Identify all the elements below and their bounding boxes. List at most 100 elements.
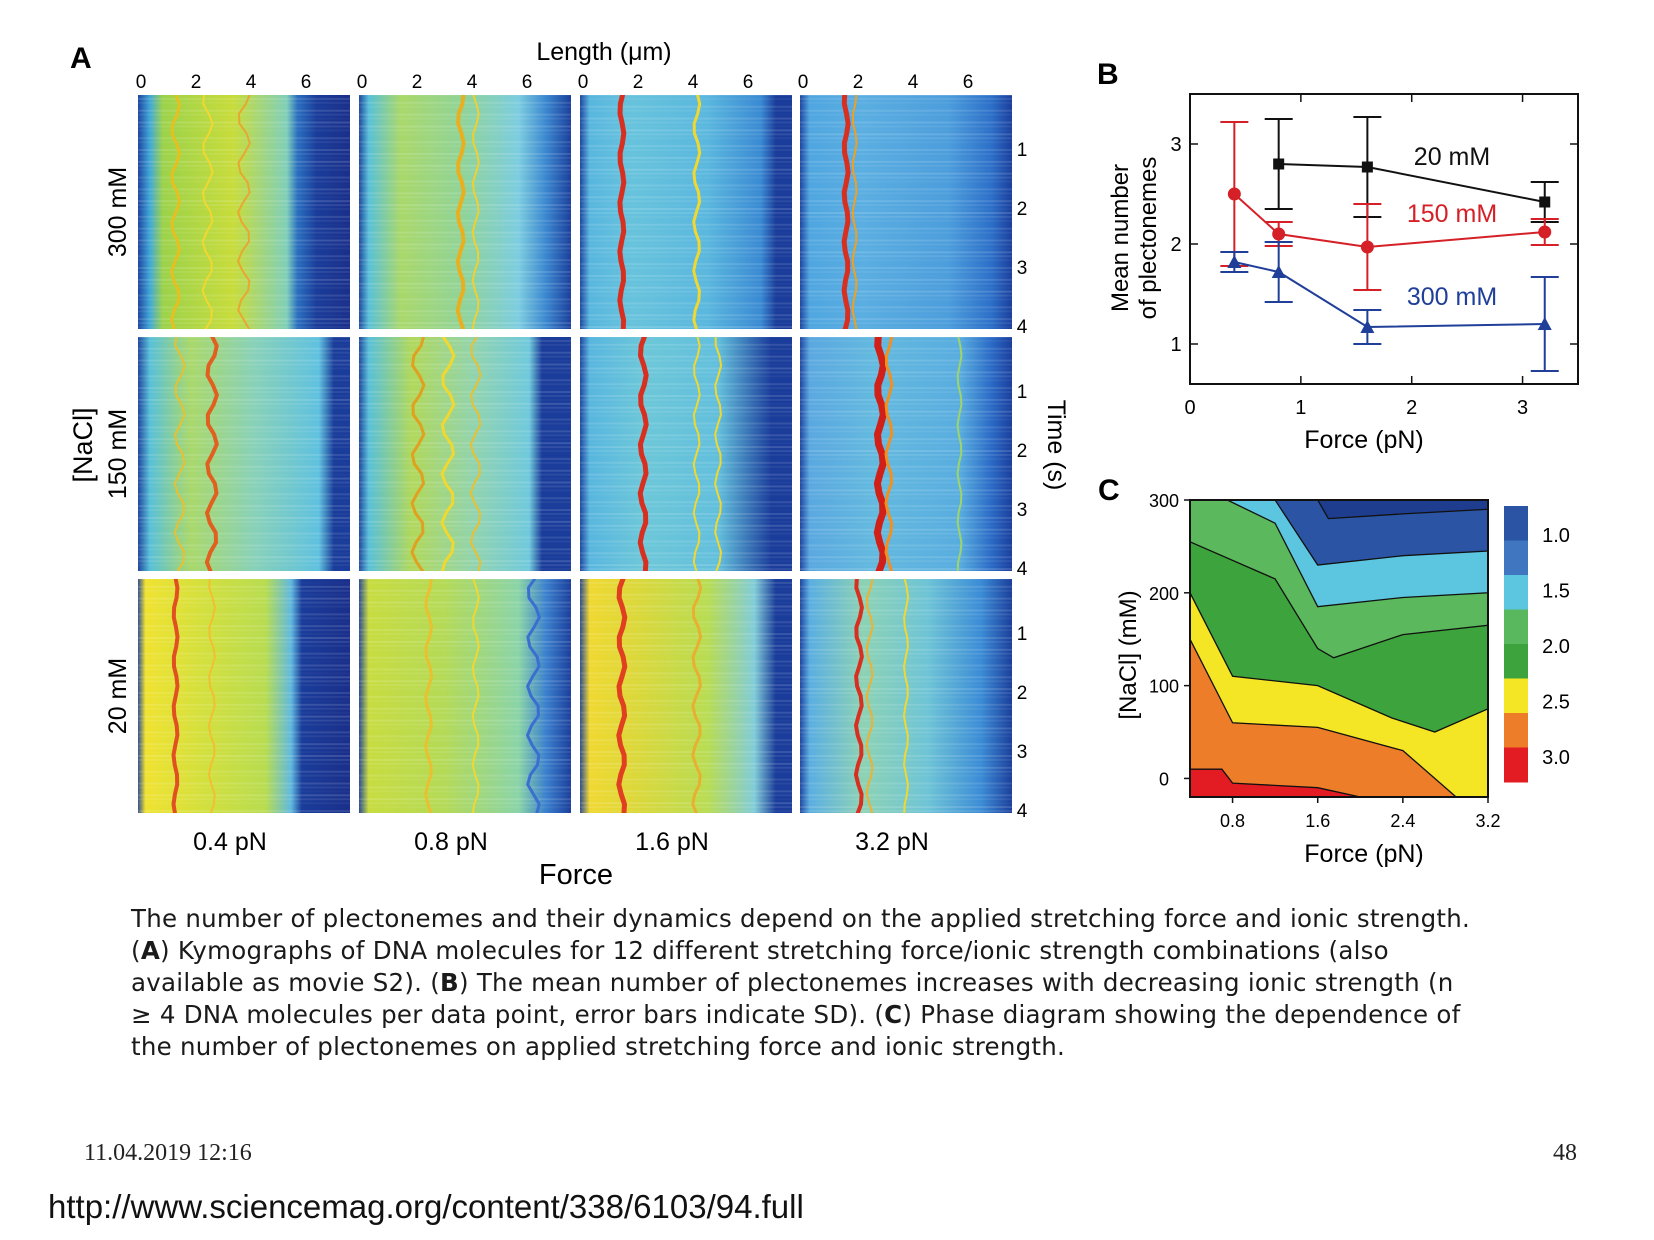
length-tick-4-0: 0 (798, 72, 809, 93)
time-tick-1-3: 3 (1017, 258, 1028, 279)
panel-b-plot: B 0 1 2 3 1 2 3 20 mM 150 mM 300 mM Force (pN) M… (1097, 58, 1579, 454)
caption-ref-b: B (440, 968, 459, 997)
plot-b-ylabel-line1: Mean number (1107, 164, 1134, 312)
time-tick-2-2: 2 (1017, 441, 1028, 462)
length-tick-1-6: 6 (301, 72, 312, 93)
kymograph-1-3 (578, 93, 794, 331)
b-xtick-label-3: 3 (1517, 397, 1528, 419)
time-tick-3-1: 1 (1017, 624, 1028, 645)
data-point (1539, 196, 1551, 208)
slide-date: 11.04.2019 12:16 (84, 1140, 252, 1166)
time-tick-2-4: 4 (1017, 559, 1028, 580)
length-tick-2-0: 0 (357, 72, 368, 93)
force-axis-label: Force (539, 859, 613, 891)
colorbar-segment-3 (1504, 575, 1528, 610)
colorbar-segment-8 (1504, 747, 1528, 783)
panel-a-label: A (70, 42, 92, 75)
force-column-label-3: 1.6 pN (635, 828, 709, 856)
series-300-mM: 300 mM (1220, 241, 1559, 372)
colorbar-label-1.5: 1.5 (1542, 581, 1570, 603)
colorbar-label-1.0: 1.0 (1542, 525, 1570, 547)
panel-c-label: C (1098, 474, 1120, 507)
caption-l2c: ) Kymographs of DNA molecules for 12 dif… (160, 936, 1389, 965)
time-tick-2-3: 3 (1017, 500, 1028, 521)
c-xtick-label-1.6: 1.6 (1305, 811, 1330, 831)
time-tick-3-4: 4 (1017, 801, 1028, 822)
series-line (1234, 261, 1545, 329)
source-url[interactable]: http://www.sciencemag.org/content/338/61… (48, 1188, 804, 1225)
colorbar-segment-2 (1504, 540, 1528, 576)
c-ytick-label-300: 300 (1149, 491, 1179, 511)
kymograph-2-1 (136, 335, 352, 573)
panel-a-kymographs: A Length (μm) 0 2 4 6 0 2 4 6 0 2 4 6 0 2 4 6 300 mM 150… (68, 38, 1070, 891)
b-xtick-label-0: 0 (1184, 397, 1195, 419)
series-line (1233, 193, 1545, 249)
series-20-mM: 20 mM (1264, 116, 1559, 223)
caption-l3c: ) The mean number of plectonemes increas… (458, 968, 1454, 997)
b-xtick-label-2: 2 (1406, 397, 1417, 419)
kymograph-1-2 (357, 93, 573, 331)
plot-b-ylabel-line2: of plectonemes (1135, 157, 1162, 320)
data-point (1227, 255, 1242, 268)
colorbar-segment-1 (1504, 506, 1528, 541)
time-tick-2-1: 1 (1017, 382, 1028, 403)
data-point (1537, 317, 1552, 330)
kymograph-2-3 (578, 335, 794, 573)
time-tick-1-1: 1 (1017, 140, 1028, 161)
length-tick-4-2: 2 (853, 72, 864, 93)
length-tick-3-2: 2 (633, 72, 644, 93)
b-xtick-label-1: 1 (1295, 397, 1306, 419)
length-axis-label: Length (μm) (536, 38, 671, 66)
caption-line-5: the number of plectonemes on applied str… (131, 1032, 1066, 1061)
panel-b-label: B (1097, 58, 1119, 91)
colorbar-label-3.0: 3.0 (1542, 747, 1570, 769)
length-tick-1-0: 0 (136, 72, 147, 93)
length-tick-1-2: 2 (191, 72, 202, 93)
figure-caption: The number of plectonemes and their dyna… (131, 903, 1591, 1063)
time-tick-3-3: 3 (1017, 742, 1028, 763)
data-point (1272, 227, 1286, 241)
data-point (1361, 161, 1373, 173)
b-ytick-label-1: 1 (1170, 334, 1181, 356)
slide-page-number: 48 (1553, 1140, 1577, 1166)
plot-b-frame (1189, 93, 1579, 385)
length-tick-2-2: 2 (412, 72, 423, 93)
data-point (1271, 265, 1286, 278)
kymograph-1-4 (798, 93, 1014, 331)
colorbar-segment-5 (1504, 644, 1528, 679)
c-xtick-label-2.4: 2.4 (1390, 811, 1415, 831)
row-label-2: 150 mM (104, 409, 132, 499)
caption-l4a: ≥ 4 DNA molecules per data point, error … (131, 1000, 885, 1029)
time-tick-3-2: 2 (1017, 683, 1028, 704)
force-column-label-1: 0.4 pN (193, 828, 267, 856)
plot-c-xlabel: Force (pN) (1304, 840, 1423, 868)
length-tick-3-6: 6 (743, 72, 754, 93)
c-ytick-label-100: 100 (1149, 677, 1179, 697)
kymograph-3-2 (357, 577, 573, 815)
c-ytick-label-0: 0 (1159, 769, 1169, 789)
c-xtick-label-0.8: 0.8 (1220, 811, 1245, 831)
length-tick-4-6: 6 (963, 72, 974, 93)
length-tick-4-4: 4 (908, 72, 919, 93)
time-axis-label: Time (s) (1042, 400, 1070, 491)
row-label-3: 20 mM (104, 658, 132, 734)
series-label-150-mM: 150 mM (1407, 200, 1497, 228)
kymograph-3-4 (798, 577, 1014, 815)
nacl-axis-label: [NaCl] (68, 407, 98, 482)
data-point (1538, 225, 1552, 239)
data-point (1360, 240, 1374, 254)
plot-c-frame (1189, 499, 1489, 798)
c-xtick-label-3.2: 3.2 (1475, 811, 1500, 831)
c-ytick-label-200: 200 (1149, 584, 1179, 604)
caption-ref-c: C (884, 1000, 903, 1029)
caption-l3a: available as movie S2). ( (131, 968, 441, 997)
length-tick-2-6: 6 (522, 72, 533, 93)
colorbar-segment-6 (1504, 678, 1528, 714)
time-tick-1-2: 2 (1017, 199, 1028, 220)
series-label-300-mM: 300 mM (1407, 283, 1497, 311)
colorbar: 1.0 1.5 2.0 2.5 3.0 (1504, 506, 1570, 783)
colorbar-label-2.5: 2.5 (1542, 692, 1570, 714)
length-tick-1-4: 4 (246, 72, 257, 93)
kymograph-2-2 (357, 335, 573, 573)
phase-regions (1189, 499, 1489, 798)
